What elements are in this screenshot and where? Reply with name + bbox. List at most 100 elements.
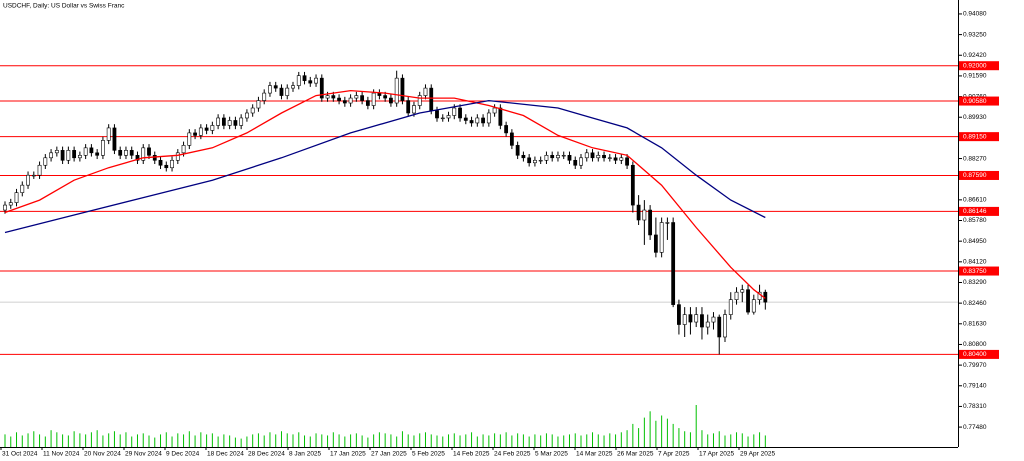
candle-body	[314, 77, 318, 84]
candle-body	[331, 95, 336, 99]
candle-body	[700, 314, 704, 328]
candle-body	[233, 120, 238, 126]
candle-body	[486, 112, 491, 124]
candle-body	[221, 117, 226, 126]
chart-title: USDCHF, Daily: US Dollar vs Swiss Franc	[3, 3, 125, 10]
candle-body	[365, 100, 370, 106]
candle-body	[227, 120, 232, 126]
candle-body	[705, 321, 710, 328]
candle-body	[677, 304, 681, 325]
x-tick-label: 14 Feb 2025	[453, 451, 490, 458]
candle-body	[43, 157, 48, 166]
x-tick-label: 29 Apr 2025	[740, 451, 775, 458]
candle-body	[342, 100, 347, 104]
level-label-bg	[959, 206, 999, 216]
candle-body	[717, 316, 722, 338]
candle-body	[118, 150, 123, 156]
candle-body	[216, 117, 221, 126]
candle-body	[377, 92, 382, 96]
y-tick-label: 0.79970	[963, 362, 987, 369]
candle-body	[325, 95, 330, 99]
x-tick-label: 18 Dec 2024	[207, 451, 244, 458]
candle-body	[158, 159, 163, 166]
candle-body	[129, 150, 134, 156]
x-tick-label: 24 Feb 2025	[494, 451, 531, 458]
candle-body	[170, 159, 174, 169]
candle-body	[556, 155, 560, 159]
candle-body	[106, 127, 111, 141]
candle-body	[72, 150, 77, 159]
candle-body	[383, 95, 388, 99]
candle-body	[54, 150, 59, 154]
candle-body	[245, 112, 249, 119]
candle-body	[584, 152, 589, 159]
candle-body	[3, 204, 7, 211]
level-label-bg	[959, 266, 999, 276]
candle-body	[463, 117, 468, 121]
candle-body	[31, 174, 36, 177]
candle-body	[498, 107, 503, 126]
candle-body	[751, 299, 756, 313]
candle-body	[8, 202, 13, 206]
candle-body	[77, 155, 82, 159]
candle-body	[141, 147, 146, 161]
x-tick-label: 9 Dec 2024	[166, 451, 200, 458]
x-tick-label: 20 Nov 2024	[84, 451, 121, 458]
y-tick-label: 0.78310	[963, 403, 987, 410]
candle-body	[567, 155, 572, 161]
candle-body	[296, 75, 301, 86]
level-label-bg	[959, 349, 999, 359]
candle-body	[256, 100, 261, 109]
candle-body	[37, 164, 42, 176]
x-tick-label: 26 Mar 2025	[617, 451, 654, 458]
candle-body	[164, 164, 169, 169]
candle-body	[590, 152, 595, 159]
y-tick-label: 0.93250	[963, 31, 987, 38]
candle-body	[302, 75, 307, 81]
x-tick-label: 7 Apr 2025	[658, 451, 690, 458]
x-tick-label: 29 Nov 2024	[125, 451, 162, 458]
candle-body	[26, 174, 30, 186]
level-label: 0.90580	[963, 98, 987, 105]
candle-body	[538, 159, 543, 162]
candle-body	[723, 314, 727, 338]
candle-body	[147, 147, 151, 156]
candle-body	[440, 117, 445, 120]
candle-body	[573, 159, 578, 166]
candle-body	[688, 314, 693, 323]
candle-body	[250, 107, 255, 114]
candle-body	[527, 157, 532, 164]
candle-body	[711, 316, 716, 323]
level-label: 0.83750	[963, 268, 987, 275]
candle-body	[504, 125, 509, 134]
candle-body	[596, 155, 601, 159]
candle-body	[348, 97, 353, 104]
candle-body	[89, 147, 94, 154]
candle-body	[135, 155, 140, 161]
candle-body	[124, 150, 128, 156]
y-tick-label: 0.89930	[963, 114, 987, 121]
candle-body	[740, 289, 745, 293]
y-tick-label: 0.80800	[963, 341, 987, 348]
candle-body	[469, 120, 474, 124]
candle-body	[728, 299, 733, 315]
candle-body	[435, 110, 439, 119]
level-label: 0.92000	[963, 62, 987, 69]
candle-body	[607, 157, 612, 159]
candle-body	[515, 145, 520, 156]
y-tick-label: 0.79140	[963, 382, 987, 389]
candle-body	[239, 117, 244, 126]
candle-body	[579, 157, 583, 166]
candle-body	[509, 132, 514, 146]
candle-body	[204, 127, 209, 131]
candle-body	[14, 192, 19, 203]
candle-body	[60, 150, 65, 161]
candle-body	[400, 77, 405, 101]
candle-body	[285, 87, 290, 96]
level-label: 0.87590	[963, 172, 987, 179]
candle-body	[279, 87, 284, 96]
candle-body	[319, 77, 324, 99]
candle-body	[682, 314, 687, 325]
candle-body	[659, 222, 664, 253]
